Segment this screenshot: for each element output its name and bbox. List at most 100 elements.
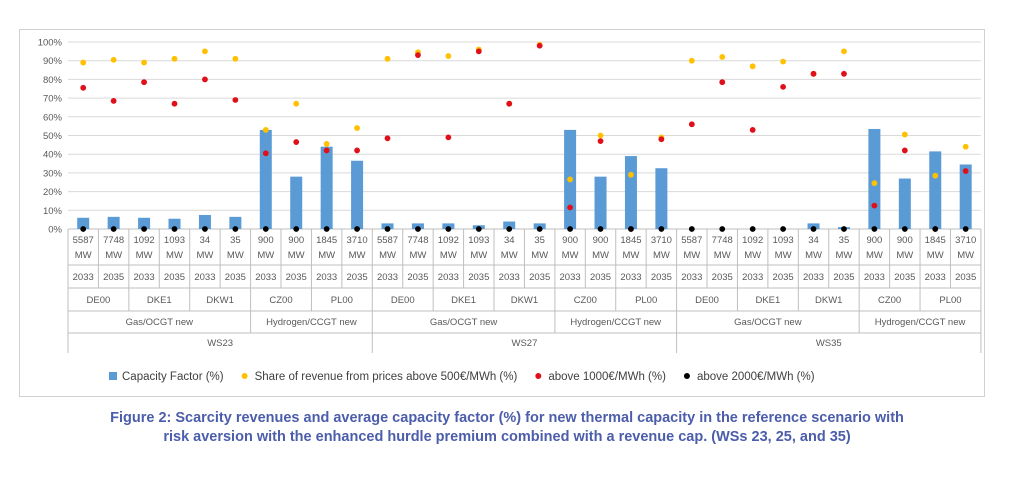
marker-point <box>415 52 421 58</box>
category-unit-label: MW <box>166 250 183 261</box>
marker-point <box>323 147 330 154</box>
category-unit-label: MW <box>866 250 883 261</box>
category-capacity-label: 900 <box>288 235 304 246</box>
category-unit-label: MW <box>531 250 548 261</box>
marker-point <box>232 55 239 62</box>
y-tick-label: 50% <box>43 131 63 142</box>
category-unit-label: MW <box>653 250 670 261</box>
y-tick-label: 80% <box>43 75 63 86</box>
category-year-label: 2035 <box>529 272 550 283</box>
marker-point <box>80 226 87 232</box>
marker-point <box>445 53 452 59</box>
marker-point <box>688 226 695 232</box>
category-capacity-label: 7748 <box>407 235 428 246</box>
category-unit-label: MW <box>257 250 274 261</box>
marker-point <box>384 226 391 232</box>
marker-point <box>597 132 604 139</box>
marker-point <box>202 76 208 83</box>
marker-point <box>384 135 391 142</box>
category-year-label: 2035 <box>955 272 976 283</box>
marker-point <box>841 48 847 55</box>
marker-point <box>354 125 360 131</box>
category-year-label: 2033 <box>438 272 459 283</box>
marker-point <box>323 141 330 147</box>
y-tick-label: 30% <box>43 168 63 179</box>
y-tick-label: 100% <box>38 38 63 49</box>
category-capacity-label: 900 <box>593 235 609 246</box>
technology-label: Gas/OCGT new <box>126 317 194 328</box>
marker-point <box>841 70 847 77</box>
category-capacity-label: 34 <box>200 235 211 246</box>
technology-label: Hydrogen/CCGT new <box>266 317 357 328</box>
category-capacity-label: 1093 <box>773 235 794 246</box>
category-unit-label: MW <box>623 250 640 261</box>
category-capacity-label: 7748 <box>712 235 733 246</box>
legend-swatch-marker <box>683 373 690 379</box>
bar <box>138 217 151 229</box>
category-capacity-label: 1845 <box>925 235 946 246</box>
marker-point <box>141 226 147 232</box>
figure-caption: Figure 2: Scarcity revenues and average … <box>0 409 1014 447</box>
marker-point <box>962 226 969 232</box>
marker-point <box>719 54 726 60</box>
category-unit-label: MW <box>318 250 335 261</box>
category-capacity-label: 34 <box>808 235 819 246</box>
category-capacity-label: 3710 <box>651 235 672 246</box>
legend-swatch-marker <box>535 373 542 379</box>
category-year-label: 2033 <box>73 272 94 283</box>
marker-point <box>354 226 360 232</box>
category-year-label: 2035 <box>103 272 124 283</box>
marker-point <box>293 226 300 232</box>
category-year-label: 2035 <box>651 272 672 283</box>
zone-label: CZ00 <box>269 295 292 306</box>
category-year-label: 2033 <box>925 272 946 283</box>
marker-point <box>323 226 330 232</box>
y-tick-label: 10% <box>43 206 63 217</box>
marker-point <box>354 147 360 154</box>
category-capacity-label: 900 <box>562 235 578 246</box>
technology-label: Hydrogen/CCGT new <box>875 317 966 328</box>
marker-point <box>80 59 87 66</box>
marker-point <box>536 226 543 232</box>
category-unit-label: MW <box>501 250 518 261</box>
category-capacity-label: 1845 <box>316 235 337 246</box>
bar <box>868 128 881 229</box>
zone-label: DKE1 <box>755 295 780 306</box>
category-unit-label: MW <box>927 250 944 261</box>
marker-point <box>628 171 634 178</box>
category-year-label: 2035 <box>712 272 733 283</box>
category-unit-label: MW <box>775 250 792 261</box>
marker-point <box>962 168 969 174</box>
marker-point <box>688 121 695 128</box>
category-capacity-label: 7748 <box>103 235 124 246</box>
category-unit-label: MW <box>683 250 700 261</box>
category-capacity-label: 5587 <box>681 235 702 246</box>
marker-point <box>232 97 239 103</box>
technology-label: Hydrogen/CCGT new <box>570 317 661 328</box>
category-capacity-label: 1093 <box>164 235 185 246</box>
bar <box>655 168 668 229</box>
zone-label: PL00 <box>331 295 353 306</box>
marker-point <box>628 226 634 232</box>
technology-label: Gas/OCGT new <box>734 317 802 328</box>
category-capacity-label: 3710 <box>955 235 976 246</box>
marker-point <box>506 226 513 232</box>
marker-point <box>506 100 513 107</box>
category-unit-label: MW <box>75 250 92 261</box>
bar <box>959 164 972 229</box>
marker-point <box>262 150 269 157</box>
marker-point <box>597 226 604 232</box>
category-unit-label: MW <box>196 250 213 261</box>
category-capacity-label: 3710 <box>347 235 368 246</box>
marker-point <box>293 100 300 107</box>
category-unit-label: MW <box>136 250 153 261</box>
category-unit-label: MW <box>805 250 822 261</box>
marker-point <box>658 136 665 143</box>
category-capacity-label: 900 <box>258 235 274 246</box>
bar <box>107 216 120 229</box>
marker-point <box>780 83 787 90</box>
bar <box>77 217 90 229</box>
legend-swatch-bar <box>109 372 117 380</box>
marker-point <box>658 226 665 232</box>
category-year-label: 2035 <box>286 272 307 283</box>
